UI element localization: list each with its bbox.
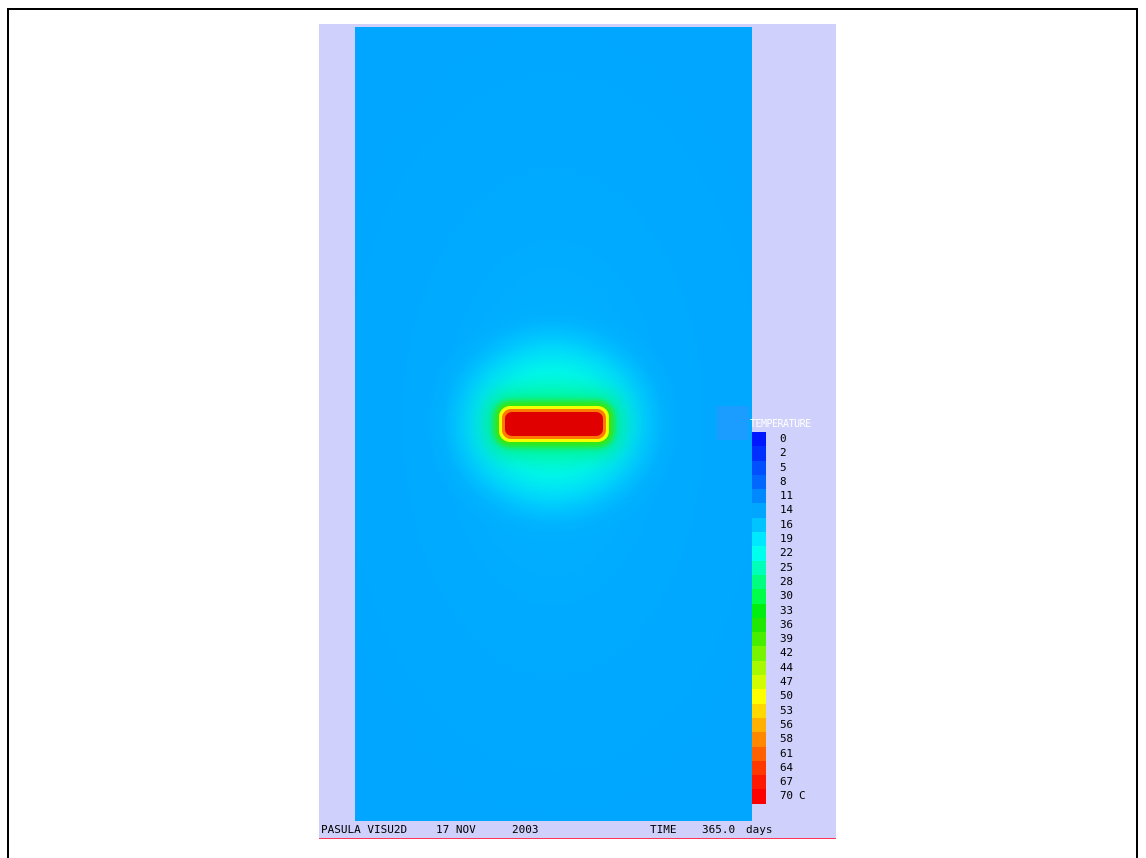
legend-tab [717, 406, 749, 440]
legend-row: 5 [750, 460, 836, 475]
legend-row: 50 [750, 689, 836, 704]
visualization-panel: TEMPERATURE 0 2 5 8 11 14 16 19 22 25 28 30 33 36 39 42… [319, 24, 836, 838]
legend-swatch [752, 617, 766, 633]
legend-label: 33 [780, 603, 793, 617]
legend-swatch [752, 489, 766, 504]
legend-label: 47 [780, 675, 793, 689]
legend-row: 30 [750, 589, 836, 604]
legend-row: 67 [750, 775, 836, 790]
legend-swatch [752, 446, 766, 461]
legend-swatch [752, 517, 766, 533]
footer-date: 17 NOV [436, 823, 476, 836]
legend-row: 53 [750, 703, 836, 718]
legend-row: 16 [750, 517, 836, 533]
legend-label: 56 [780, 717, 793, 731]
legend-swatch [752, 632, 766, 647]
legend-row: 25 [750, 560, 836, 575]
legend-label: 2 [780, 446, 787, 460]
legend-swatch [752, 432, 766, 447]
heat-source [499, 406, 609, 442]
legend-label: 28 [780, 574, 793, 588]
window-frame [7, 8, 1138, 858]
legend-swatch [752, 675, 766, 690]
legend-row: 14 [750, 503, 836, 518]
legend-swatch [752, 760, 766, 776]
legend-swatch [752, 703, 766, 718]
legend-label: 36 [780, 617, 793, 631]
legend-row: 64 [750, 760, 836, 776]
legend-row: 70 C [750, 789, 836, 804]
legend-row: 56 [750, 717, 836, 733]
legend-label: 64 [780, 760, 793, 774]
footer-time-unit: days [746, 823, 773, 836]
footer-time-value: 365.0 [702, 823, 736, 836]
legend-label: 19 [780, 532, 793, 546]
legend-label: 5 [780, 460, 787, 474]
legend-row: 8 [750, 474, 836, 490]
footer-underline [319, 838, 836, 839]
legend-swatch [752, 732, 766, 747]
heat-source-core [505, 412, 603, 436]
legend-label: 25 [780, 560, 793, 574]
legend-row: 19 [750, 532, 836, 547]
legend-row: 2 [750, 446, 836, 461]
legend-swatch [752, 660, 766, 676]
legend-row: 58 [750, 732, 836, 747]
legend-swatch [752, 646, 766, 661]
legend-swatch [752, 603, 766, 618]
legend-swatch [752, 546, 766, 561]
legend-row: 36 [750, 617, 836, 633]
heat-source-mid [502, 409, 606, 439]
legend-row: 47 [750, 675, 836, 690]
legend-swatch [752, 503, 766, 518]
legend-label: 50 [780, 689, 793, 703]
legend-label: 30 [780, 589, 793, 603]
legend-swatch [752, 775, 766, 790]
legend-label: 44 [780, 660, 793, 674]
legend-label: 61 [780, 746, 793, 760]
legend-label: 11 [780, 489, 793, 503]
legend-label: 39 [780, 632, 793, 646]
legend-label: 67 [780, 775, 793, 789]
legend-swatch [752, 746, 766, 761]
footer-year: 2003 [512, 823, 539, 836]
legend-swatch [752, 574, 766, 590]
legend-label: 8 [780, 474, 787, 488]
legend-row: 22 [750, 546, 836, 561]
legend-swatch [752, 589, 766, 604]
legend-label: 0 [780, 432, 787, 445]
status-footer: PASULA VISU2D 17 NOV 2003 TIME 365.0 day… [319, 821, 836, 838]
legend-label: 53 [780, 703, 793, 717]
legend-row: 39 [750, 632, 836, 647]
legend-swatch [752, 560, 766, 575]
legend-label: 70 C [780, 789, 806, 803]
color-legend: 0 2 5 8 11 14 16 19 22 25 28 30 33 36 39 42 44 47 50 53 56 58… [750, 432, 836, 804]
legend-swatch [752, 460, 766, 475]
legend-title: TEMPERATURE [750, 417, 811, 430]
legend-row: 0 [750, 432, 836, 447]
legend-row: 33 [750, 603, 836, 618]
legend-swatch [752, 789, 766, 804]
legend-swatch [752, 689, 766, 704]
legend-swatch [752, 474, 766, 490]
legend-row: 42 [750, 646, 836, 661]
legend-label: 16 [780, 517, 793, 531]
legend-swatch [752, 532, 766, 547]
temperature-field [355, 27, 752, 821]
legend-label: 14 [780, 503, 793, 517]
legend-row: 11 [750, 489, 836, 504]
legend-label: 58 [780, 732, 793, 746]
legend-label: 42 [780, 646, 793, 660]
legend-row: 28 [750, 574, 836, 590]
legend-row: 61 [750, 746, 836, 761]
footer-program: PASULA VISU2D [321, 823, 408, 836]
legend-swatch [752, 717, 766, 733]
footer-time-label: TIME [650, 823, 677, 836]
legend-label: 22 [780, 546, 793, 560]
legend-row: 44 [750, 660, 836, 676]
